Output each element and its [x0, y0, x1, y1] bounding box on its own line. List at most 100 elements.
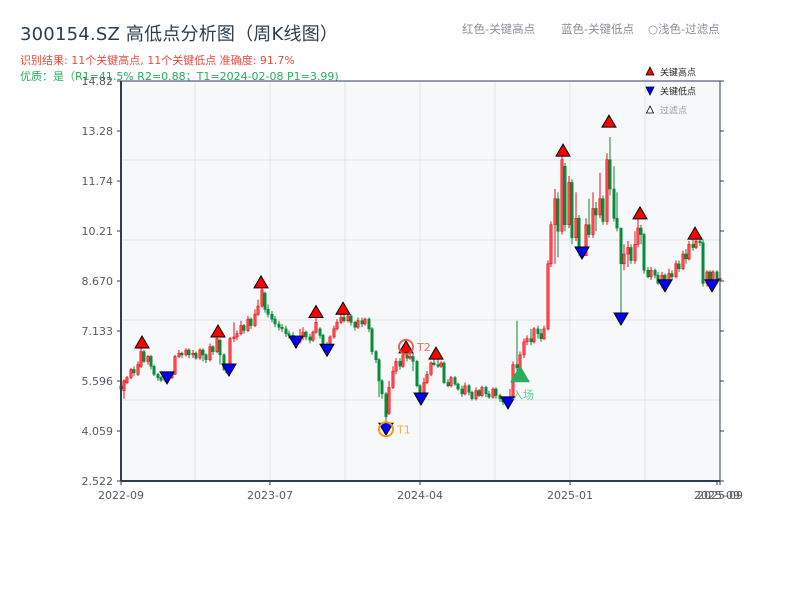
candle-body	[218, 339, 222, 356]
candle-body	[405, 354, 409, 359]
key-low-icon	[613, 312, 629, 326]
candle-body	[394, 361, 398, 372]
candle-body	[608, 159, 612, 190]
legend-high-icon	[645, 66, 655, 76]
candle-body	[222, 354, 226, 370]
x-tick-label: 2025-01	[547, 489, 593, 502]
key-high-icon	[601, 114, 617, 128]
candle-body	[370, 328, 374, 352]
candle-body	[232, 336, 236, 339]
candle-body	[598, 198, 602, 216]
candle-body	[194, 352, 198, 359]
t2-ring-icon	[398, 338, 414, 355]
candle-body	[622, 253, 626, 265]
candle-body	[605, 159, 609, 222]
y-tick-label: 11.74	[82, 175, 114, 188]
candle-body	[177, 352, 181, 357]
candle-body	[642, 234, 646, 271]
candle-body	[532, 328, 536, 343]
key-high-icon	[555, 143, 571, 157]
candle-body	[567, 182, 571, 226]
candle-body	[129, 369, 133, 378]
candle-body	[698, 240, 702, 243]
candle-body	[367, 318, 371, 330]
candle-body	[484, 387, 488, 395]
candle-body	[563, 165, 567, 226]
candle-body	[198, 349, 202, 359]
candle-body	[432, 362, 436, 365]
y-tick-label: 8.670	[82, 275, 114, 288]
candle-body	[377, 359, 381, 382]
candle-body	[612, 188, 616, 219]
t1-ring-icon	[378, 421, 394, 438]
y-tick-label: 14.82	[82, 75, 114, 88]
candle-body	[487, 393, 491, 398]
candle-body	[577, 217, 581, 252]
candle-body	[156, 374, 160, 378]
legend-low-icon	[645, 86, 655, 96]
x-tick-label: 2023-07	[247, 489, 293, 502]
candle-body	[463, 385, 467, 395]
entry-label: 入场	[512, 387, 534, 401]
candle-body	[436, 364, 440, 367]
candle-body	[494, 388, 498, 396]
legend-blue-text: 蓝色-关键低点	[561, 22, 635, 36]
candle-body	[239, 325, 243, 335]
candle-body	[311, 331, 315, 341]
candle-body	[263, 292, 267, 310]
candle-body	[363, 318, 367, 325]
candle-body	[249, 318, 253, 326]
t2-label: T2	[416, 341, 431, 354]
candle-body	[515, 364, 519, 369]
axes: 14.82 13.28 11.74 10.21 8.670 7.133 5.596 4.059…	[82, 75, 743, 502]
candle-body	[356, 320, 360, 328]
candle-body	[639, 227, 643, 235]
y-tick-label: 4.059	[82, 425, 114, 438]
result-summary: 识别结果: 11个关键高点, 11个关键低点 准确度: 91.7%	[20, 54, 295, 67]
candle-body	[677, 263, 681, 269]
key-low-icon	[159, 371, 175, 385]
key-high-icon	[335, 301, 351, 315]
candle-body	[601, 198, 605, 222]
candle-body	[684, 253, 688, 260]
y-tick-label: 5.596	[82, 375, 114, 388]
candle-body	[266, 309, 270, 315]
candle-body	[277, 323, 281, 328]
candle-body	[159, 377, 163, 381]
candle-body	[332, 328, 336, 338]
candle-body	[674, 263, 678, 278]
quality-summary: 优质：是（R1=41.5% R2=0.88；T1=2024-02-08 P1=3…	[20, 70, 339, 83]
candle-body	[411, 356, 415, 362]
y-tick-label: 10.21	[82, 225, 114, 238]
candle-body	[374, 351, 378, 361]
chart-title: 300154.SZ 高低点分析图（周K线图）	[20, 24, 339, 45]
candle-body	[636, 227, 640, 245]
legend-light-text: ○浅色-过滤点	[648, 22, 720, 36]
candle-body	[694, 240, 698, 248]
candle-body	[549, 224, 553, 265]
candle-body	[480, 387, 484, 396]
candle-body	[525, 338, 529, 343]
candle-body	[139, 351, 143, 367]
key-low-icon	[288, 335, 304, 350]
candle-body	[587, 224, 591, 235]
candle-body	[314, 322, 318, 333]
candle-body	[308, 336, 312, 341]
candle-body	[273, 318, 277, 325]
candle-body	[321, 335, 325, 346]
candle-body	[149, 356, 153, 367]
candle-body	[142, 351, 146, 362]
key-high-icon	[134, 335, 150, 349]
candle-body	[546, 263, 550, 330]
candle-body	[460, 388, 464, 395]
candle-body	[125, 377, 129, 383]
candle-body	[339, 317, 343, 323]
candle-body	[456, 383, 460, 390]
candle-body	[335, 322, 339, 330]
key-high-icon	[210, 323, 226, 338]
candle-body	[235, 333, 239, 338]
x-tick-label: 2025-09	[694, 489, 740, 502]
candle-body	[633, 243, 637, 261]
candle-body	[715, 271, 719, 281]
